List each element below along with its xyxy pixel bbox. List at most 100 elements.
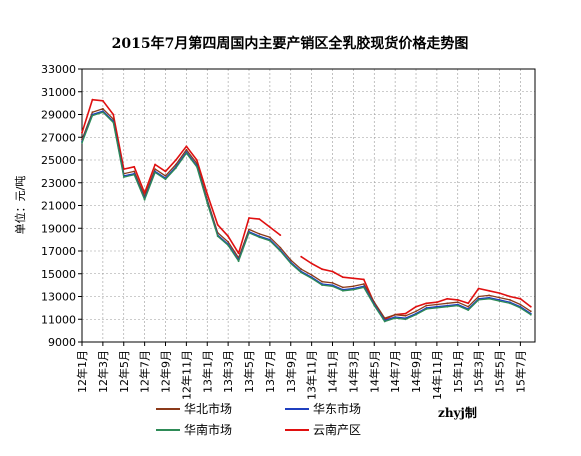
data-point: [216, 235, 219, 238]
data-point: [102, 111, 104, 114]
data-point: [394, 317, 396, 319]
x-tick-label: 12年7月: [138, 350, 152, 393]
data-point: [519, 297, 522, 300]
data-point: [446, 302, 449, 305]
x-tick-label: 14年9月: [409, 350, 423, 393]
data-point: [258, 236, 261, 239]
x-tick-label: 13年9月: [284, 350, 298, 393]
x-tick-label: 12年11月: [179, 350, 193, 400]
data-point: [362, 283, 365, 285]
data-point: [404, 318, 407, 321]
data-point: [258, 218, 261, 221]
y-tick-label: 21000: [41, 200, 76, 213]
data-point: [394, 313, 396, 316]
data-point: [154, 171, 157, 174]
legend-label: 华东市场: [313, 401, 361, 416]
series-lines: [81, 98, 532, 323]
data-point: [237, 252, 240, 255]
legend-label: 云南产区: [313, 422, 361, 437]
x-axis-ticks: 12年1月 12年3月 12年5月 12年7月 12年9月 12年11月 13年1月 13年3…: [75, 350, 527, 400]
series-line: [81, 110, 532, 322]
data-point: [164, 170, 167, 173]
data-point: [456, 299, 459, 301]
data-point: [164, 178, 167, 181]
data-point: [425, 308, 428, 310]
data-point: [331, 282, 334, 284]
data-point: [456, 304, 459, 307]
data-point: [331, 270, 334, 273]
y-tick-label: 11000: [41, 313, 76, 326]
data-point: [175, 163, 177, 166]
x-tick-label: 14年11月: [430, 350, 444, 400]
data-point: [509, 295, 511, 298]
data-point: [195, 165, 198, 168]
data-point: [373, 304, 376, 307]
series-2: [81, 111, 532, 323]
data-point: [404, 314, 407, 317]
data-point: [206, 193, 209, 196]
data-point: [331, 285, 334, 288]
data-point: [279, 246, 282, 249]
legend-item: 华南市场: [156, 422, 232, 437]
data-point: [362, 278, 365, 281]
data-point: [300, 268, 303, 271]
data-point: [352, 277, 355, 280]
grid-lines: [78, 68, 535, 346]
data-point: [446, 297, 449, 300]
data-point: [300, 271, 303, 274]
data-point: [383, 320, 386, 323]
data-point: [269, 239, 271, 242]
data-point: [498, 300, 501, 302]
data-point: [185, 148, 188, 151]
y-tick-label: 17000: [41, 245, 76, 258]
legend-label: 华北市场: [184, 401, 232, 416]
data-point: [227, 244, 230, 247]
data-point: [91, 111, 94, 114]
data-point: [352, 285, 355, 288]
data-point: [143, 198, 146, 201]
data-point: [529, 305, 532, 308]
y-tick-label: 27000: [41, 131, 76, 144]
data-point: [467, 305, 470, 308]
data-point: [112, 118, 115, 120]
data-point: [467, 302, 470, 305]
y-tick-label: 31000: [41, 86, 76, 99]
data-point: [425, 302, 428, 305]
data-point: [300, 255, 303, 258]
data-point: [321, 268, 323, 271]
series-line: [81, 111, 532, 323]
data-point: [102, 99, 104, 102]
data-point: [175, 167, 177, 169]
data-point: [154, 168, 157, 171]
data-point: [404, 312, 407, 315]
x-tick-label: 12年9月: [159, 350, 173, 393]
data-point: [529, 310, 532, 313]
data-point: [415, 310, 417, 313]
data-point: [269, 226, 271, 229]
y-tick-label: 33000: [41, 63, 76, 76]
x-tick-label: 13年1月: [200, 350, 214, 393]
data-point: [237, 260, 240, 263]
data-point: [498, 292, 501, 294]
data-point: [488, 289, 490, 292]
data-point: [206, 202, 209, 205]
series-1: [81, 110, 532, 322]
data-point: [436, 303, 438, 306]
y-tick-label: 25000: [41, 154, 76, 167]
data-point: [195, 162, 198, 165]
data-point: [91, 114, 94, 117]
data-point: [362, 286, 365, 289]
data-point: [269, 236, 271, 239]
data-point: [289, 262, 292, 265]
legend-item: 华北市场: [156, 401, 232, 416]
data-point: [195, 159, 198, 161]
data-point: [519, 307, 522, 309]
y-tick-label: 13000: [41, 291, 76, 304]
data-point: [415, 305, 417, 308]
x-tick-label: 12年1月: [75, 350, 89, 393]
x-tick-label: 14年5月: [367, 350, 381, 393]
data-point: [310, 262, 313, 265]
